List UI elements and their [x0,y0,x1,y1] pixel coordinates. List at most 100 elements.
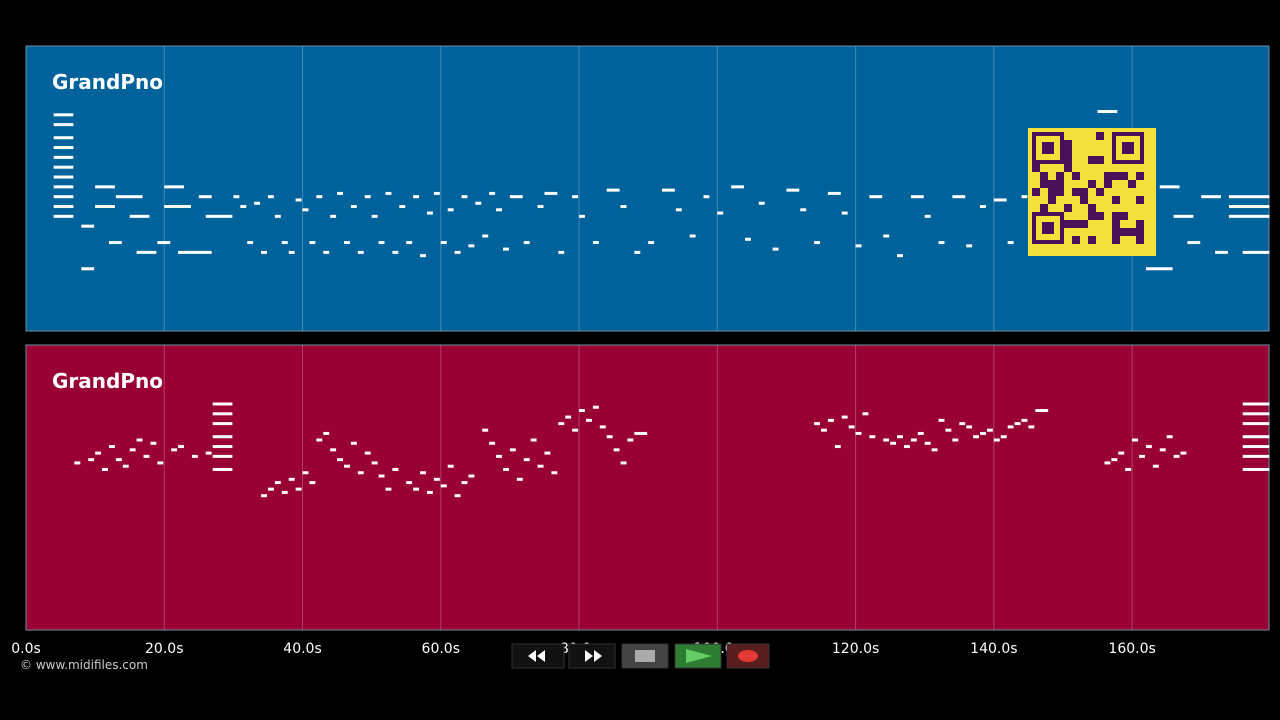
note [910,195,924,199]
note [903,445,910,449]
note [703,195,710,199]
note [288,477,295,481]
note [986,428,993,432]
note [1242,454,1270,458]
note [136,250,157,254]
qr-finder [1122,142,1134,154]
qr-cell [1136,220,1144,228]
note [827,191,841,195]
note [392,250,399,254]
note [323,250,330,254]
note [95,451,102,455]
note [81,267,95,271]
note [855,431,862,435]
note [309,241,316,245]
note [530,438,537,442]
qr-cell [1064,156,1072,164]
qr-cell [1048,180,1056,188]
note [599,425,606,429]
note [800,208,807,212]
note [53,175,74,179]
qr-code [1028,128,1156,256]
note [440,484,447,488]
note [261,250,267,254]
note [579,214,585,218]
note [1021,418,1028,422]
note [205,214,233,218]
note [164,205,191,209]
note [1166,435,1173,439]
note [496,208,503,212]
note [357,250,364,254]
icon [528,650,545,662]
play-button[interactable] [674,643,722,669]
note [482,234,489,238]
note [565,415,572,419]
qr-cell [1128,228,1136,236]
note [592,405,599,409]
note [1228,214,1270,218]
note [212,445,233,449]
note [841,211,848,215]
qr-cell [1064,140,1072,148]
note [364,451,371,455]
note [503,247,509,251]
note [648,241,655,245]
note [980,431,986,435]
note [821,428,827,432]
note [454,250,461,254]
note [523,241,530,245]
note [385,191,392,195]
note [164,185,185,189]
note [897,254,903,258]
note [1187,241,1201,245]
note [81,224,95,228]
note [689,234,696,238]
note [1242,445,1270,449]
note [261,494,267,498]
note [924,441,931,445]
note [1242,402,1270,406]
note [53,155,74,159]
note [544,191,558,195]
icon [635,650,655,662]
note [827,418,834,422]
note [558,422,565,426]
note [178,250,212,254]
note [426,211,433,215]
qr-cell [1032,164,1040,172]
note [88,458,95,462]
note [662,188,675,192]
note [572,195,579,199]
note [910,438,917,442]
note [620,461,627,465]
note [420,254,426,258]
rewind-button[interactable] [511,643,565,669]
qr-cell [1088,204,1096,212]
note [558,250,565,254]
note [503,467,509,471]
qr-cell [1096,156,1104,164]
x-tick-label: 40.0s [283,641,321,657]
stop-button[interactable] [621,643,669,669]
note [924,214,931,218]
note [53,113,74,117]
note [516,477,523,481]
note [198,195,212,199]
qr-finder [1042,142,1054,154]
qr-cell [1120,212,1128,220]
note [385,487,392,491]
forward-button[interactable] [568,643,616,669]
note [350,205,357,209]
record-button[interactable] [726,643,770,669]
note [178,445,185,449]
note [1242,435,1270,439]
icon [686,649,712,663]
note [1173,454,1180,458]
note [53,123,74,127]
note [350,441,357,445]
note [115,458,122,462]
note [53,185,74,189]
note [447,208,454,212]
note [834,445,841,449]
